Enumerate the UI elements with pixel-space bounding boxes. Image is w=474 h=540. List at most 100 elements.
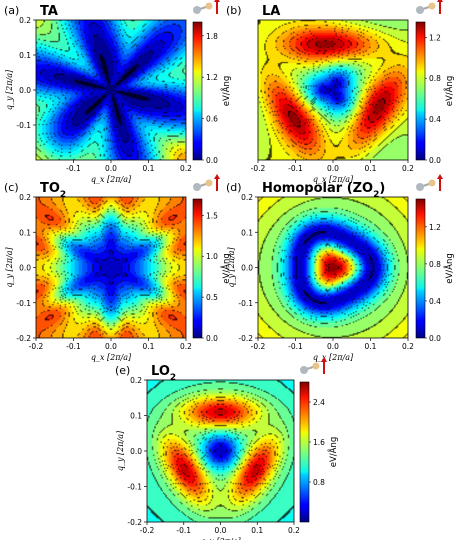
mode-inset-icon [193, 174, 220, 191]
colorbar-label: eV/Ång [443, 76, 455, 107]
heatmap-e [147, 380, 294, 522]
panel-letter: (a) [4, 4, 19, 17]
colorbar-label: eV/Ång [443, 253, 455, 284]
x-tick-label: 0.1 [365, 342, 377, 351]
colorbar-tick-label: 0.6 [206, 115, 218, 124]
colorbar-tick-label: 0.0 [206, 156, 218, 165]
colorbar-tick-label: 0.5 [206, 293, 218, 302]
y-tick-label: 0.2 [130, 376, 142, 385]
colorbar-tick-label: 0.4 [429, 115, 441, 124]
y-tick-label: -0.1 [127, 483, 142, 492]
x-tick-label: -0.1 [176, 526, 191, 535]
colorbar-tick-label: 1.2 [206, 73, 218, 82]
panel-title: Homopolar (ZO2) [262, 181, 385, 200]
y-tick-label: 0.0 [19, 264, 31, 273]
heatmap-c [36, 197, 186, 338]
colorbar [415, 198, 426, 339]
heatmap-d [258, 197, 408, 338]
colorbar-tick-label: 1.2 [429, 33, 441, 42]
x-tick-label: -0.1 [66, 342, 81, 351]
y-tick-label: -0.1 [16, 121, 31, 130]
panel-title: TA [40, 4, 58, 19]
y-tick-label: 0.0 [19, 86, 31, 95]
x-axis-label: q_x [2π/a] [200, 537, 241, 540]
y-axis-label: q_y [2π/a] [116, 430, 125, 471]
y-tick-label: 0.0 [241, 264, 253, 273]
panel-e: (e) LO2 -0.2 -0.1 0.0 0.1 0.2 -0.2 -0.1 0.0 0.1 0.2… [115, 357, 339, 540]
colorbar-tick-label: 0.8 [429, 74, 441, 83]
colorbar-tick-label: 1.8 [206, 32, 218, 41]
x-tick-label: -0.1 [288, 164, 303, 173]
colorbar-tick-label: 2.4 [313, 398, 325, 407]
colorbar-label: eV/Ång [220, 76, 232, 107]
y-tick-label: 0.1 [130, 412, 142, 421]
colorbar-tick-label: 1.6 [313, 438, 325, 447]
x-tick-label: 0.1 [143, 164, 155, 173]
x-tick-label: -0.2 [251, 164, 266, 173]
y-tick-label: 0.0 [130, 447, 142, 456]
colorbar [415, 21, 426, 161]
x-axis-label: q_x [2π/a] [91, 175, 132, 184]
y-tick-label: 0.2 [19, 193, 31, 202]
colorbar-tick-label: 1.2 [429, 223, 441, 232]
y-axis-label: q_y [2π/a] [5, 69, 14, 110]
y-tick-label: 0.1 [241, 228, 253, 237]
colorbar-tick-label: 1.0 [206, 252, 218, 261]
colorbar [192, 21, 203, 161]
panel-letter: (c) [4, 181, 19, 194]
y-axis-label: q_y [2π/a] [227, 247, 236, 288]
y-tick-label: -0.2 [127, 518, 142, 527]
y-tick-label: -0.1 [16, 299, 31, 308]
x-tick-label: 0.2 [402, 342, 414, 351]
x-tick-label: 0.2 [180, 164, 192, 173]
panel-title: TO2 [40, 181, 66, 200]
x-tick-label: 0.2 [288, 526, 300, 535]
x-tick-label: 0.1 [365, 164, 377, 173]
x-axis-label: q_x [2π/a] [313, 353, 354, 362]
y-axis-label: q_y [2π/a] [5, 247, 14, 288]
mode-inset-icon [300, 357, 327, 374]
y-tick-label: 0.2 [241, 193, 253, 202]
mode-inset-icon [416, 0, 443, 14]
y-tick-label: 0.1 [19, 228, 31, 237]
y-tick-label: 0.1 [19, 51, 31, 60]
x-tick-label: 0.1 [251, 526, 263, 535]
x-tick-label: 0.0 [105, 164, 117, 173]
x-tick-label: 0.2 [402, 164, 414, 173]
colorbar-tick-label: 1.5 [206, 211, 218, 220]
panel-letter: (b) [226, 4, 242, 17]
panel-c: (c) TO2 -0.2 -0.1 0.0 0.1 0.2 -0.2 -0.1 0.0 0.1 0.2… [4, 174, 232, 362]
panel-title: LO2 [151, 364, 176, 383]
x-tick-label: -0.1 [288, 342, 303, 351]
panel-d: (d) Homopolar (ZO2) -0.2 -0.1 0.0 0.1 0.2 -0.2 -… [226, 174, 455, 362]
colorbar [299, 381, 310, 523]
panel-letter: (d) [226, 181, 242, 194]
x-tick-label: 0.0 [327, 342, 339, 351]
panel-b: (b) LA -0.2 -0.1 0.0 0.1 0.2 q_x [2π/a] 0.0 0.4 0.… [226, 0, 455, 184]
y-tick-label: -0.1 [238, 299, 253, 308]
colorbar-label: eV/Ång [327, 437, 339, 468]
x-tick-label: 0.1 [143, 342, 155, 351]
x-tick-label: 0.0 [327, 164, 339, 173]
x-axis-label: q_x [2π/a] [91, 353, 132, 362]
colorbar-tick-label: 0.0 [206, 334, 218, 343]
x-tick-label: -0.2 [29, 342, 44, 351]
colorbar-tick-label: 0.8 [429, 260, 441, 269]
y-tick-label: -0.2 [16, 334, 31, 343]
colorbar [192, 198, 203, 339]
panel-title: LA [262, 4, 280, 19]
colorbar-tick-label: 0.0 [429, 156, 441, 165]
heatmap-a [36, 20, 186, 160]
y-tick-label: -0.2 [238, 334, 253, 343]
mode-inset-icon [193, 0, 220, 14]
x-tick-label: 0.2 [180, 342, 192, 351]
mode-inset-icon [416, 174, 443, 191]
colorbar-tick-label: 0.8 [313, 478, 325, 487]
colorbar-tick-label: 0.0 [429, 334, 441, 343]
x-tick-label: 0.0 [105, 342, 117, 351]
x-tick-label: -0.2 [140, 526, 155, 535]
y-tick-label: 0.2 [19, 16, 31, 25]
colorbar-tick-label: 0.4 [429, 297, 441, 306]
colorbar-label: eV/Ång [220, 253, 232, 284]
